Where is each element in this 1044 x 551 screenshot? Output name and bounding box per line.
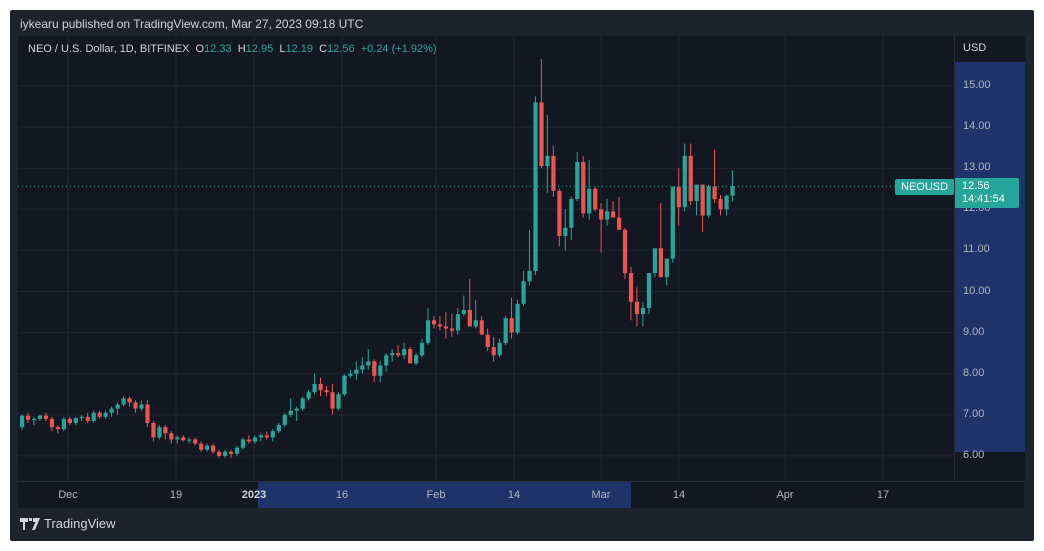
open-value: 12.33 <box>204 43 232 55</box>
price-range-highlight <box>955 62 1025 452</box>
price-tick: 13.00 <box>963 161 991 174</box>
price-tick: 6.00 <box>963 448 985 461</box>
time-tick: Mar <box>591 489 611 501</box>
time-tick: 14 <box>507 489 521 501</box>
tradingview-logo-icon <box>20 517 40 530</box>
tradingview-logo[interactable]: TradingView <box>20 516 116 531</box>
low-value: 12.19 <box>285 43 313 55</box>
time-tick: Feb <box>426 489 446 501</box>
price-axis[interactable]: USD 15.00 14.00 13.00 12.00 11.00 10.00 9.00 8.… <box>954 36 1025 481</box>
last-price-tag: 12.56 14:41:54 <box>955 178 1019 208</box>
price-tick: 11.00 <box>963 243 990 256</box>
price-tick: 10.00 <box>963 284 991 297</box>
time-tick: 16 <box>335 489 349 501</box>
symbol-price-tag: NEOUSD <box>895 179 955 195</box>
price-tick: 8.00 <box>963 366 985 379</box>
price-tick: 7.00 <box>963 407 985 420</box>
chart-plot-area[interactable] <box>18 36 954 481</box>
bar-countdown: 14:41:54 <box>962 193 1005 205</box>
logo-text: TradingView <box>44 516 116 531</box>
time-tick: Dec <box>58 489 78 501</box>
price-tick: 15.00 <box>963 79 991 91</box>
time-axis[interactable]: Dec 19 2023 16 Feb 14 Mar 14 Apr 17 <box>18 481 1024 508</box>
change-value: +0.24 (+1.92%) <box>360 43 437 55</box>
time-tick: 14 <box>672 489 686 501</box>
time-tick: Apr <box>776 489 794 501</box>
published-caption: iykearu published on TradingView.com, Ma… <box>20 17 364 31</box>
time-tick: 17 <box>876 489 890 501</box>
close-value: 12.56 <box>327 43 355 55</box>
time-tick: 19 <box>169 489 183 501</box>
symbol-title: NEO / U.S. Dollar, 1D, BITFINEX <box>28 43 190 55</box>
high-value: 12.95 <box>245 43 274 55</box>
ohlc-legend: NEO / U.S. Dollar, 1D, BITFINEX O12.33 H… <box>28 43 437 55</box>
last-price: 12.56 <box>962 180 990 192</box>
price-tick: 9.00 <box>963 325 985 338</box>
candlestick-chart[interactable] <box>18 36 954 481</box>
time-range-highlight <box>258 482 631 508</box>
price-tick: 14.00 <box>963 120 991 133</box>
time-tick: 2023 <box>241 489 267 501</box>
currency-label: USD <box>963 42 987 54</box>
